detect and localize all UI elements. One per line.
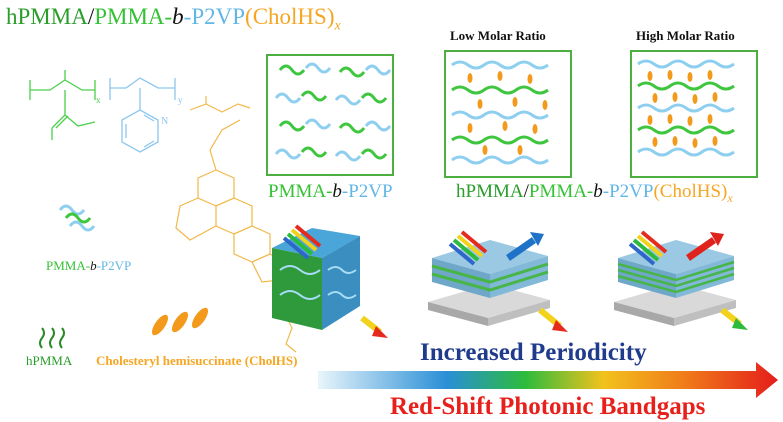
figure-title: hPMMA/PMMA-b-P2VP(CholHS)x bbox=[6, 4, 341, 35]
box-low-ratio bbox=[444, 50, 572, 178]
lamellar-stack-high bbox=[614, 240, 736, 326]
header-low: Low Molar Ratio bbox=[450, 28, 546, 43]
progress-arrow bbox=[318, 362, 778, 398]
box-high-ratio bbox=[630, 50, 758, 178]
title-cholhs: (CholHS) bbox=[245, 4, 335, 29]
title-pmma: PMMA- bbox=[94, 4, 173, 29]
subscript-y: y bbox=[178, 95, 183, 105]
increased-periodicity-label: Increased Periodicity bbox=[420, 339, 647, 366]
subscript-x: x bbox=[96, 95, 101, 105]
light-arrows bbox=[282, 224, 748, 338]
title-slash: / bbox=[87, 4, 95, 29]
legend-bcp-icon bbox=[58, 204, 96, 232]
title-p2vp: -P2VP bbox=[183, 4, 246, 29]
box-high-lamellae bbox=[637, 59, 735, 157]
legend-bcp-label: PMMA-b-P2VP bbox=[46, 258, 132, 273]
header-high: High Molar Ratio bbox=[636, 28, 735, 43]
box-bcp-squiggles bbox=[274, 62, 392, 162]
lamellar-stack-low bbox=[428, 240, 550, 326]
nitrogen-label: N bbox=[161, 116, 168, 127]
title-subscript: x bbox=[334, 18, 341, 34]
disordered-cube bbox=[272, 228, 360, 330]
pmma-structure bbox=[29, 70, 96, 140]
legend-hpmma-icon bbox=[39, 327, 65, 349]
title-b: b bbox=[172, 4, 184, 29]
p2vp-structure bbox=[109, 77, 176, 153]
legend-hpmma-label: hPMMA bbox=[26, 353, 73, 368]
red-shift-label: Red-Shift Photonic Bandgaps bbox=[390, 393, 706, 420]
box-low-chol bbox=[467, 71, 548, 155]
box-low-lamellae bbox=[451, 60, 549, 165]
legend-cholhs-icon bbox=[151, 307, 209, 336]
caption-blend: hPMMA/PMMA-b-P2VP(CholHS)x bbox=[456, 181, 733, 205]
box-bcp bbox=[266, 54, 394, 176]
legend-cholhs-label: Cholesteryl hemisuccinate (CholHS) bbox=[96, 353, 298, 368]
caption-copolymer: PMMA-b-P2VP bbox=[268, 181, 393, 202]
title-hpmma: hPMMA bbox=[6, 4, 88, 29]
box-high-chol bbox=[647, 70, 718, 148]
